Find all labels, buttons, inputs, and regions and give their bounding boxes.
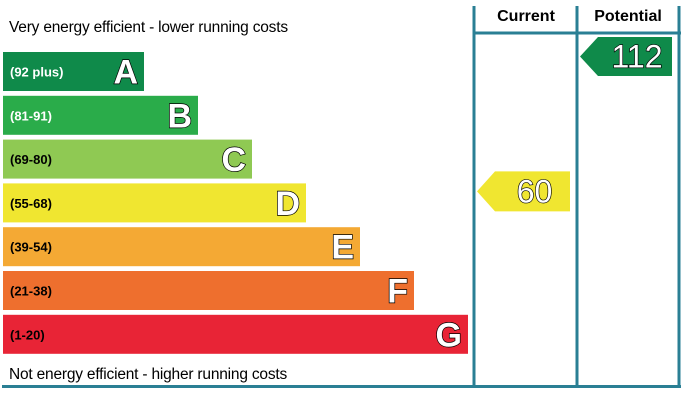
band-letter-c: C — [221, 141, 246, 179]
band-bar-e — [3, 227, 360, 267]
potential-column-header: Potential — [594, 8, 662, 25]
bottom-caption: Not energy efficient - higher running co… — [9, 366, 288, 383]
band-bar-b — [3, 95, 198, 135]
band-range-f: (21-38) — [10, 284, 52, 299]
chart-frame — [2, 6, 681, 388]
potential-rating-arrow — [580, 37, 672, 76]
current-column-header: Current — [497, 8, 555, 25]
band-bar-g — [3, 314, 468, 354]
band-range-c: (69-80) — [10, 152, 52, 167]
band-bar-c — [3, 139, 252, 179]
band-letter-b: B — [167, 97, 192, 135]
band-letter-g: G — [436, 316, 462, 354]
band-letter-e: E — [331, 229, 354, 267]
band-range-g: (1-20) — [10, 327, 45, 342]
band-range-e: (39-54) — [10, 240, 52, 255]
band-bars: (92 plus) A (81-91) B (69-80) C (55-68) D (39-54… — [3, 52, 468, 355]
potential-rating-value: 112 — [611, 39, 662, 75]
current-rating-arrow — [477, 171, 570, 212]
top-caption: Very energy efficient - lower running co… — [9, 19, 288, 36]
rating-markers: 60 112 — [477, 37, 672, 212]
band-bar-a — [3, 52, 144, 91]
band-range-a: (92 plus) — [10, 65, 63, 80]
band-letter-f: F — [387, 273, 408, 311]
band-letter-d: D — [275, 185, 300, 223]
current-rating-value: 60 — [517, 173, 553, 209]
band-letter-a: A — [113, 54, 138, 92]
band-range-d: (55-68) — [10, 196, 52, 211]
band-bar-d — [3, 183, 306, 223]
band-range-b: (81-91) — [10, 108, 52, 123]
band-bar-f — [3, 271, 414, 310]
